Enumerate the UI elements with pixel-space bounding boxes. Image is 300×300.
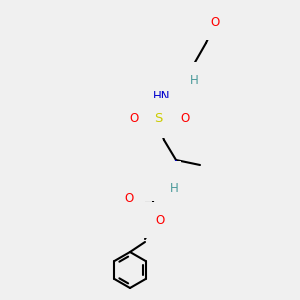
- Text: O: O: [124, 193, 134, 206]
- Text: H: H: [217, 10, 225, 22]
- Text: O: O: [210, 16, 220, 28]
- Text: H: H: [190, 74, 198, 86]
- Polygon shape: [169, 160, 176, 178]
- Text: O: O: [180, 112, 190, 124]
- Text: O: O: [129, 112, 139, 124]
- Text: S: S: [154, 112, 162, 124]
- Text: H: H: [169, 182, 178, 196]
- Text: HN: HN: [153, 91, 171, 103]
- Text: O: O: [155, 214, 165, 226]
- Text: N: N: [158, 175, 168, 188]
